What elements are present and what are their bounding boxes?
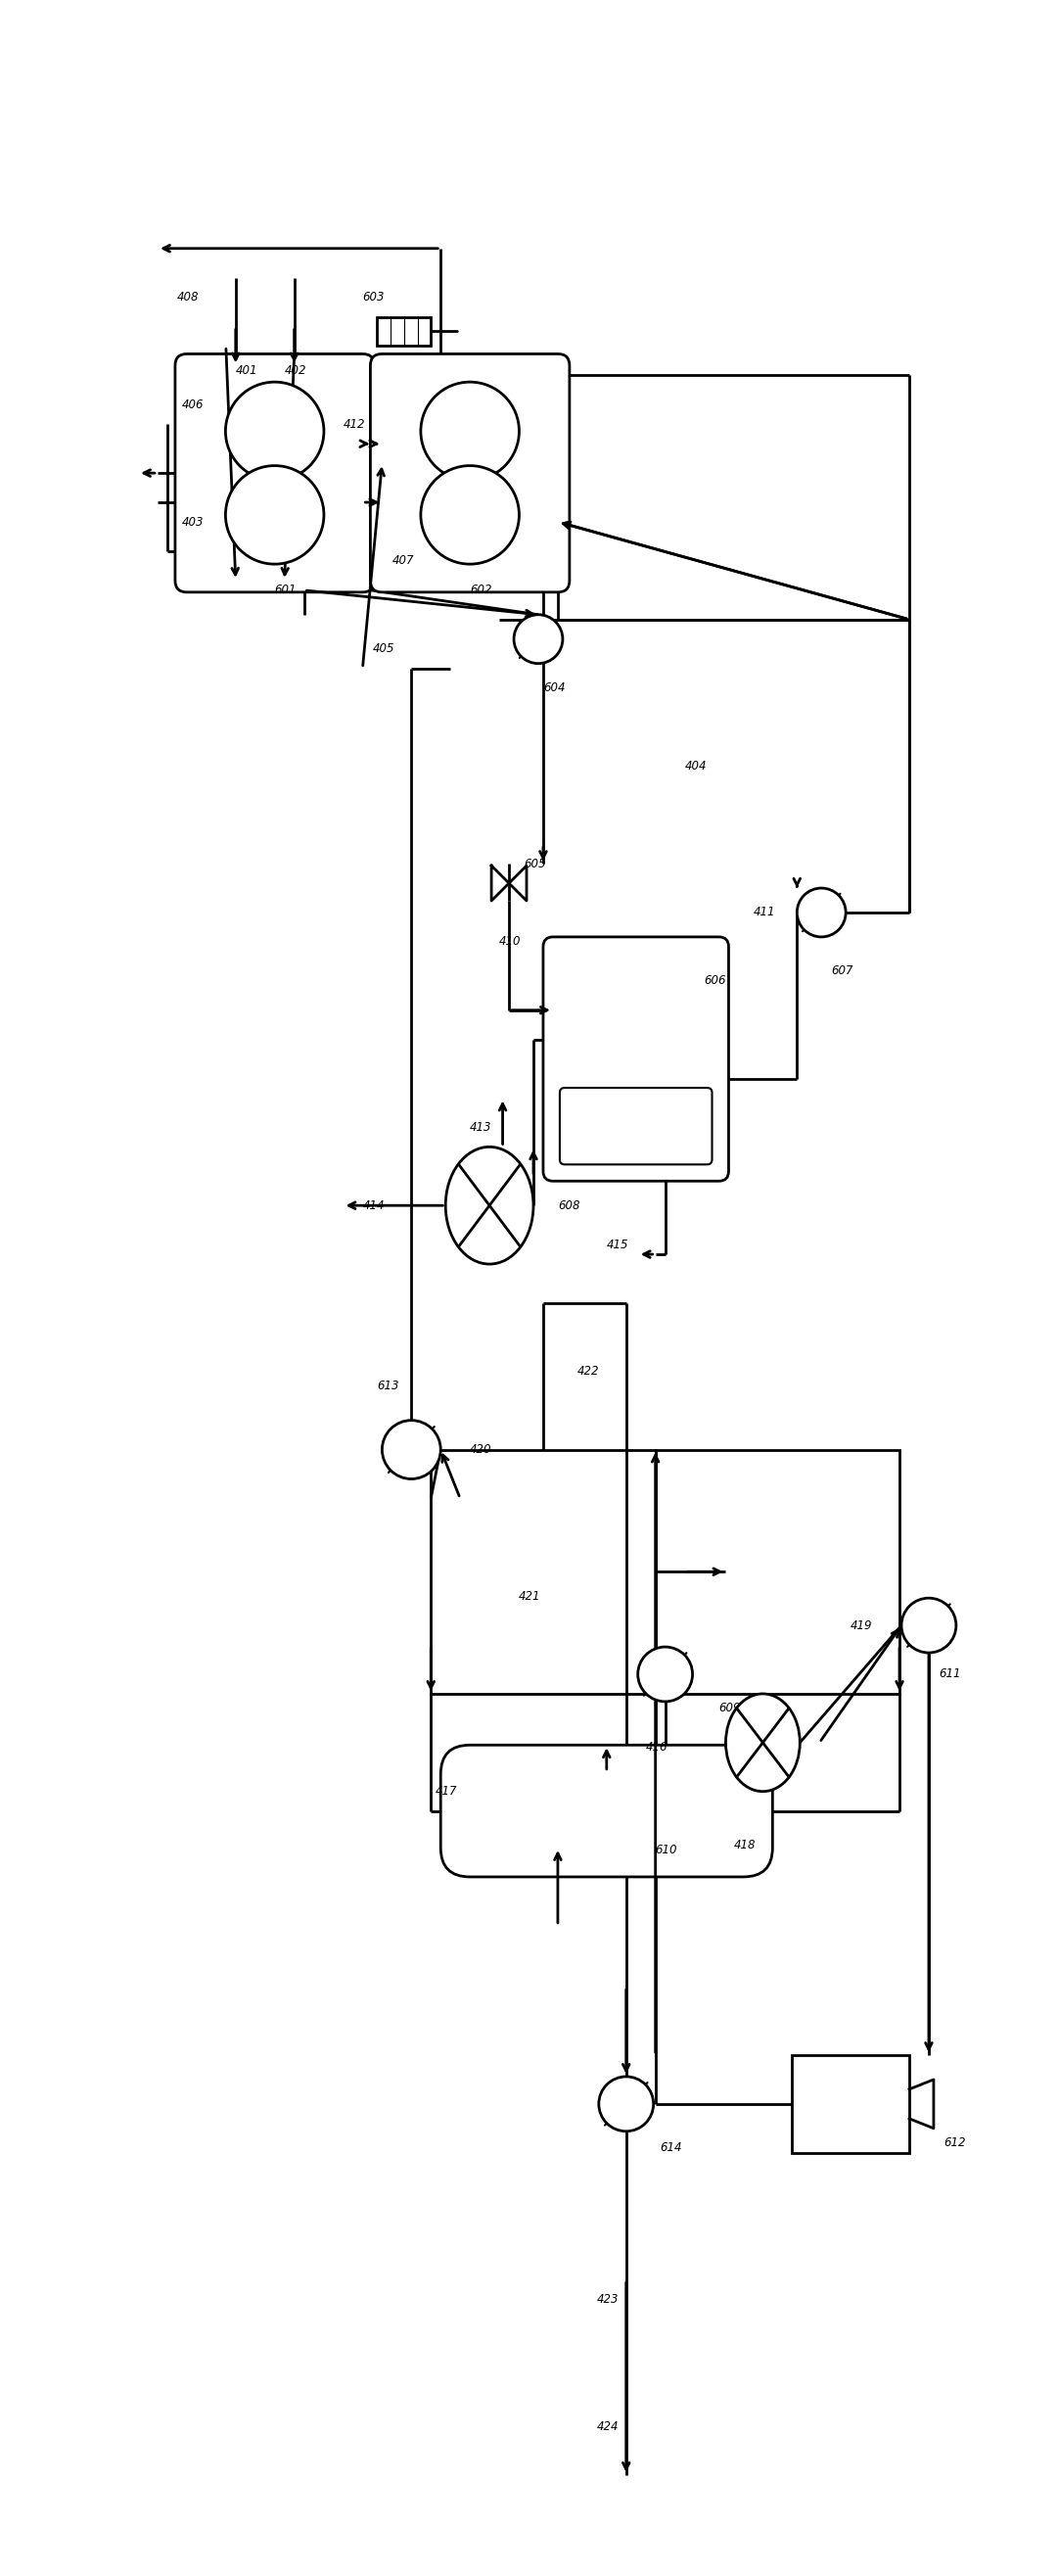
Text: 614: 614 xyxy=(660,2141,682,2154)
Text: 403: 403 xyxy=(182,515,204,528)
Circle shape xyxy=(225,381,324,482)
Circle shape xyxy=(901,1597,956,1654)
Text: 611: 611 xyxy=(938,1667,961,1680)
Text: 414: 414 xyxy=(363,1198,384,1211)
Text: 415: 415 xyxy=(606,1239,628,1252)
Text: 607: 607 xyxy=(832,966,853,976)
Text: 410: 410 xyxy=(499,935,522,948)
Circle shape xyxy=(421,381,519,482)
FancyBboxPatch shape xyxy=(560,1087,712,1164)
Text: 604: 604 xyxy=(543,683,565,696)
FancyBboxPatch shape xyxy=(370,353,569,592)
Circle shape xyxy=(514,616,563,665)
Circle shape xyxy=(599,2076,654,2130)
Text: 601: 601 xyxy=(275,585,296,598)
Bar xyxy=(378,317,431,345)
Text: 606: 606 xyxy=(705,974,726,987)
Text: 419: 419 xyxy=(851,1620,873,1631)
Text: 404: 404 xyxy=(685,760,707,773)
FancyBboxPatch shape xyxy=(543,938,729,1180)
Text: 407: 407 xyxy=(391,554,414,567)
Ellipse shape xyxy=(726,1695,800,1790)
FancyBboxPatch shape xyxy=(176,353,375,592)
Text: 402: 402 xyxy=(285,363,307,376)
Text: 605: 605 xyxy=(524,858,546,871)
Text: 413: 413 xyxy=(470,1121,492,1133)
Text: 420: 420 xyxy=(470,1443,492,1455)
Text: 405: 405 xyxy=(372,641,395,654)
Text: 608: 608 xyxy=(558,1198,580,1211)
Text: 418: 418 xyxy=(733,1839,755,1852)
Text: 412: 412 xyxy=(343,417,365,430)
Text: 612: 612 xyxy=(944,2136,965,2148)
Circle shape xyxy=(382,1419,440,1479)
Text: 613: 613 xyxy=(378,1381,399,1394)
Ellipse shape xyxy=(445,1146,533,1265)
Text: 610: 610 xyxy=(655,1844,677,1857)
Circle shape xyxy=(225,466,324,564)
Text: 409: 409 xyxy=(499,515,522,528)
Text: 417: 417 xyxy=(436,1785,458,1798)
Text: 421: 421 xyxy=(518,1589,541,1602)
Text: 422: 422 xyxy=(578,1365,599,1378)
Bar xyxy=(792,2056,909,2154)
Text: 408: 408 xyxy=(177,291,199,304)
Circle shape xyxy=(797,889,845,938)
FancyBboxPatch shape xyxy=(440,1744,772,1878)
Text: 424: 424 xyxy=(597,2419,619,2432)
Text: 602: 602 xyxy=(470,585,492,598)
Text: 416: 416 xyxy=(645,1741,668,1754)
Text: 609: 609 xyxy=(718,1703,741,1716)
Text: 423: 423 xyxy=(597,2293,619,2306)
Circle shape xyxy=(638,1646,693,1703)
Text: 401: 401 xyxy=(236,363,258,376)
Circle shape xyxy=(421,466,519,564)
Bar xyxy=(431,1450,655,1695)
Bar xyxy=(655,1450,899,1695)
Text: 406: 406 xyxy=(182,399,204,412)
Text: 411: 411 xyxy=(753,907,776,920)
Text: 603: 603 xyxy=(363,291,384,304)
